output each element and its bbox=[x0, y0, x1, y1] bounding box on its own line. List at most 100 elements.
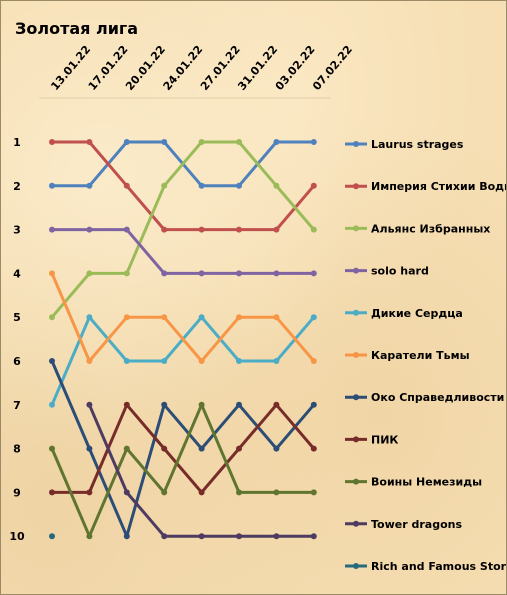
legend-swatch-marker bbox=[353, 352, 359, 358]
legend-label: Rich and Famous Storms bbox=[371, 560, 506, 573]
data-point bbox=[161, 226, 168, 233]
legend-entry: Rich and Famous Storms bbox=[345, 560, 506, 573]
legend-swatch-marker bbox=[353, 478, 359, 485]
legend-swatch-marker bbox=[353, 267, 359, 274]
data-point bbox=[273, 533, 280, 540]
data-point bbox=[49, 139, 55, 145]
chart-title: Золотая лига bbox=[15, 19, 138, 38]
data-point bbox=[310, 358, 317, 364]
y-tick-label: 4 bbox=[13, 267, 21, 280]
series bbox=[49, 401, 317, 496]
data-point bbox=[161, 139, 168, 145]
data-point bbox=[236, 533, 242, 540]
data-point bbox=[86, 226, 93, 233]
data-point bbox=[123, 270, 130, 277]
data-point bbox=[310, 445, 317, 452]
data-point bbox=[123, 358, 130, 364]
data-point bbox=[310, 401, 317, 408]
series bbox=[49, 139, 317, 321]
y-tick-label: 8 bbox=[13, 443, 21, 456]
series-line bbox=[50, 140, 316, 232]
legend-label: Дикие Сердца bbox=[371, 307, 463, 320]
data-point bbox=[49, 226, 55, 233]
data-point bbox=[86, 139, 93, 145]
data-point bbox=[273, 489, 280, 496]
data-point bbox=[49, 270, 55, 277]
y-tick-label: 5 bbox=[13, 311, 21, 324]
data-point bbox=[49, 445, 55, 452]
y-tick-label: 6 bbox=[13, 355, 21, 368]
data-point bbox=[236, 358, 242, 364]
y-tick-label: 9 bbox=[13, 486, 21, 499]
data-point bbox=[310, 489, 317, 496]
y-tick-label: 10 bbox=[9, 530, 25, 543]
data-point bbox=[198, 139, 205, 145]
data-point bbox=[310, 314, 317, 321]
data-point bbox=[236, 139, 242, 145]
data-point bbox=[161, 445, 168, 452]
data-point bbox=[198, 401, 205, 408]
data-point bbox=[236, 401, 242, 408]
data-point bbox=[198, 226, 205, 233]
data-point bbox=[236, 314, 242, 321]
legend-swatch-marker bbox=[353, 520, 359, 527]
y-tick-label: 7 bbox=[13, 399, 21, 412]
legend-label: Око Справедливости bbox=[371, 391, 504, 404]
legend-entry: Каратели Тьмы bbox=[345, 349, 470, 362]
data-point bbox=[123, 314, 130, 321]
data-point bbox=[123, 401, 130, 408]
x-tick-label: 07.02.22 bbox=[310, 43, 355, 93]
data-point bbox=[86, 401, 93, 408]
data-point bbox=[49, 182, 55, 189]
legend-entry: ПИК bbox=[345, 433, 398, 446]
series-line bbox=[87, 403, 316, 538]
legend-label: Tower dragons bbox=[371, 518, 462, 531]
data-point bbox=[310, 182, 317, 189]
data-point bbox=[123, 182, 130, 189]
data-point bbox=[86, 314, 93, 321]
series-line bbox=[50, 271, 316, 363]
y-tick-label: 1 bbox=[13, 136, 21, 149]
legend-swatch-marker bbox=[353, 394, 359, 401]
legend-entry: Воины Немезиды bbox=[345, 476, 482, 489]
data-point bbox=[273, 182, 280, 189]
data-point bbox=[161, 182, 168, 189]
data-point bbox=[49, 489, 55, 496]
series bbox=[49, 139, 317, 233]
legend-swatch-marker bbox=[353, 183, 359, 190]
data-point bbox=[161, 314, 168, 321]
data-point bbox=[310, 270, 317, 277]
data-point bbox=[273, 314, 280, 321]
legend-swatch-marker bbox=[353, 436, 359, 443]
data-point bbox=[236, 226, 242, 233]
legend-label: Каратели Тьмы bbox=[371, 349, 470, 362]
data-point bbox=[310, 533, 317, 540]
data-point bbox=[86, 489, 93, 496]
data-point bbox=[273, 401, 280, 408]
legend-label: Империя Стихии Воды bbox=[371, 180, 506, 193]
data-point bbox=[273, 226, 280, 233]
legend-entry: Альянс Избранных bbox=[345, 222, 490, 235]
series-line bbox=[50, 228, 316, 275]
data-point bbox=[49, 533, 55, 540]
data-point bbox=[86, 533, 93, 540]
legend-swatch-marker bbox=[353, 141, 359, 147]
legend-entry: Империя Стихии Воды bbox=[345, 180, 506, 193]
series bbox=[49, 533, 55, 540]
y-tick-label: 2 bbox=[13, 180, 21, 193]
data-point bbox=[236, 182, 242, 189]
data-point bbox=[198, 182, 205, 189]
series-line bbox=[50, 403, 316, 538]
series bbox=[49, 226, 317, 277]
legend-entry: Laurus strages bbox=[345, 138, 464, 151]
data-point bbox=[161, 358, 168, 364]
legend-entry: Дикие Сердца bbox=[345, 307, 463, 320]
legend-swatch-marker bbox=[353, 309, 359, 316]
series-line bbox=[50, 403, 316, 494]
y-tick-label: 3 bbox=[13, 224, 21, 237]
data-point bbox=[273, 139, 280, 145]
data-point bbox=[198, 533, 205, 540]
legend-label: ПИК bbox=[371, 433, 398, 446]
data-point bbox=[161, 270, 168, 277]
